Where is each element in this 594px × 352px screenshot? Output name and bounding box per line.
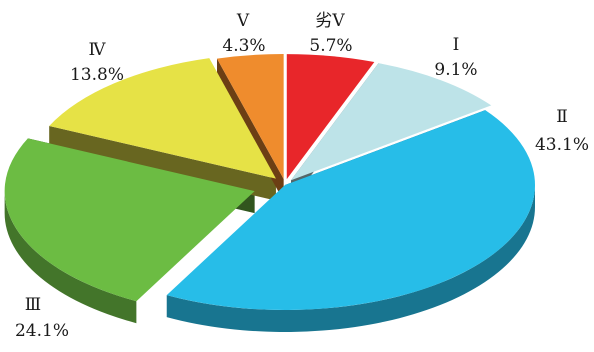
slice-value-label: 9.1% — [434, 60, 477, 80]
slice-tops — [4, 54, 535, 311]
slice-top-0 — [286, 54, 375, 180]
slice-value-label: 4.3% — [222, 36, 265, 56]
slice-label: 劣Ⅴ — [315, 11, 345, 31]
slice-value-label: 43.1% — [535, 135, 589, 155]
slice-value-label: 5.7% — [309, 36, 352, 56]
slice-label: Ⅲ — [25, 295, 41, 315]
slice-top-1 — [290, 63, 492, 181]
slice-top-2 — [166, 110, 535, 311]
label-group-iii: Ⅲ 24.1% — [15, 295, 69, 341]
slice-wall-4 — [49, 125, 276, 201]
slice-top-4 — [49, 58, 276, 179]
label-group-i: Ⅰ 9.1% — [434, 35, 477, 80]
label-group-ii: Ⅱ 43.1% — [535, 107, 589, 155]
label-group-iv: Ⅳ 13.8% — [70, 40, 124, 85]
slice-top-5 — [216, 54, 284, 180]
slice-label: Ⅳ — [89, 40, 107, 60]
slice-side-3 — [4, 191, 137, 324]
slice-label: Ⅰ — [453, 35, 460, 55]
label-group-v: Ⅴ 4.3% — [222, 11, 265, 56]
slice-top-3 — [4, 138, 255, 302]
slice-label: Ⅱ — [556, 107, 568, 127]
slice-side-2 — [166, 185, 535, 333]
slice-value-label: 13.8% — [70, 65, 124, 85]
label-group-inferior-v: 劣Ⅴ 5.7% — [309, 11, 352, 56]
slice-label: Ⅴ — [236, 11, 250, 31]
slice-value-label: 24.1% — [15, 321, 69, 341]
